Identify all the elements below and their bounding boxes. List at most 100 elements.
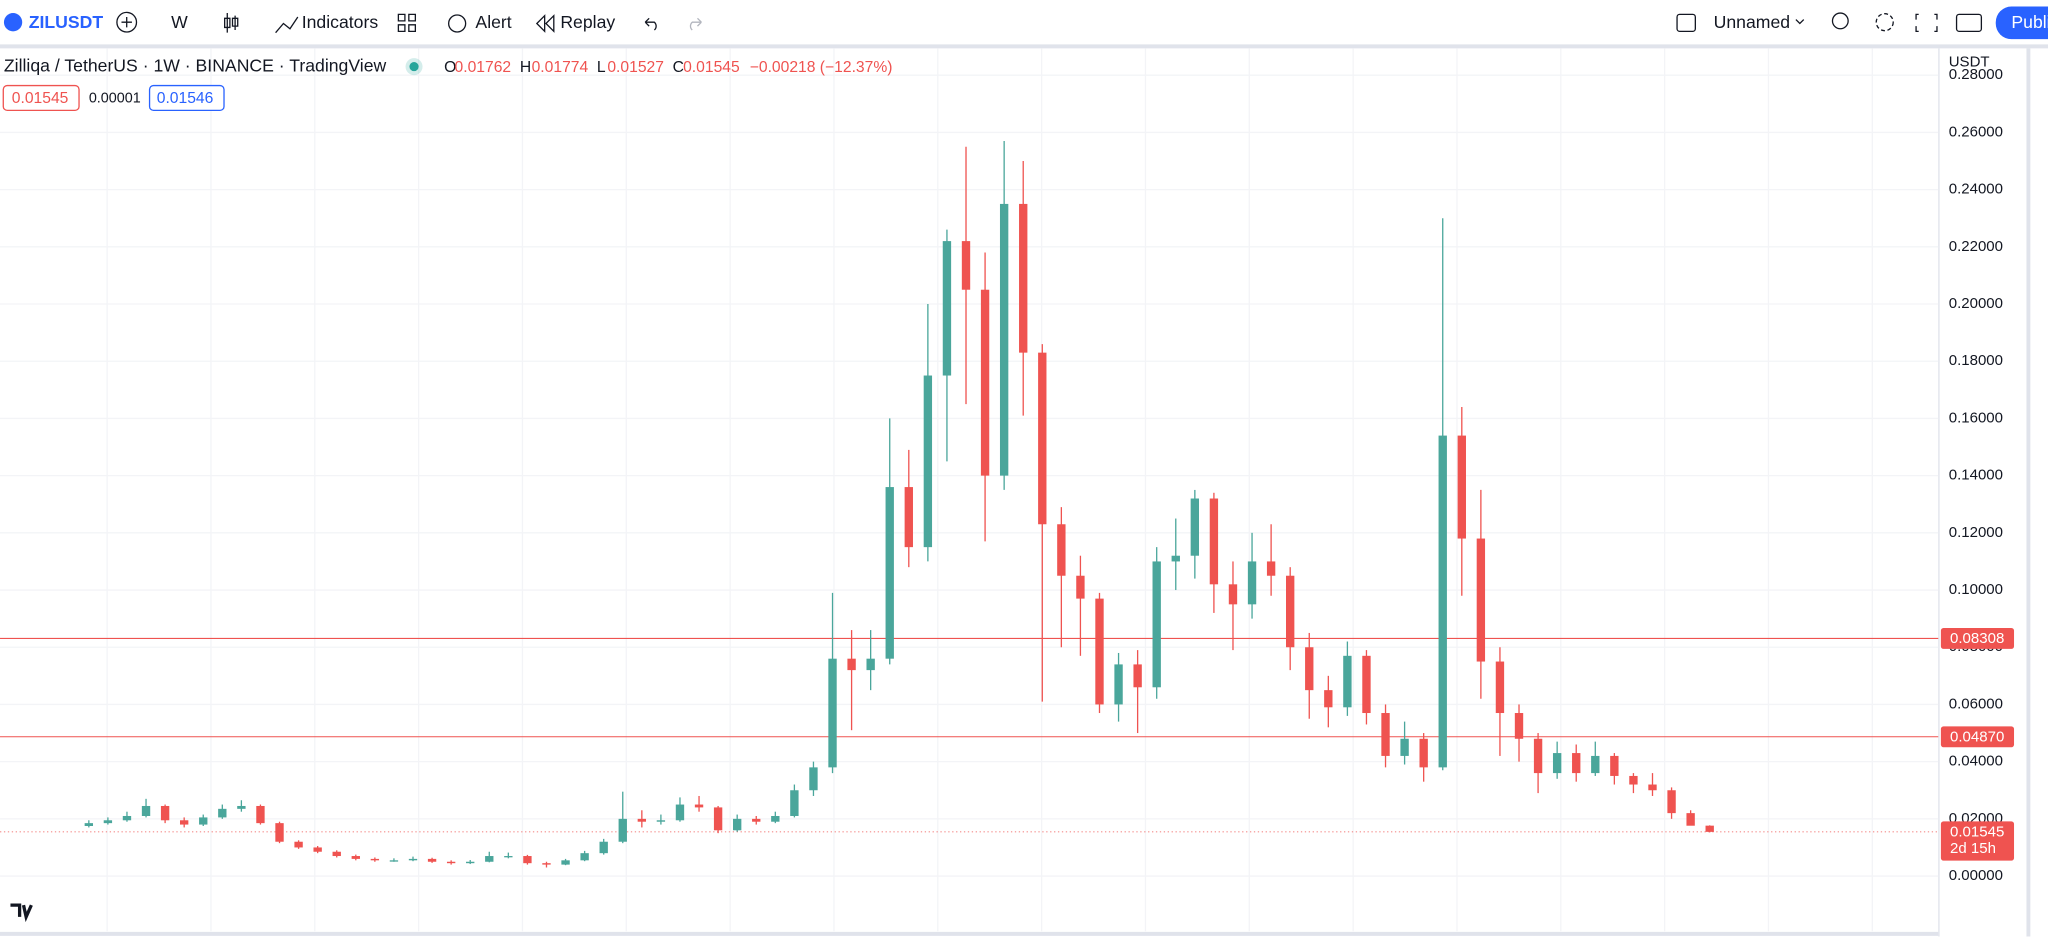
fullscreen[interactable] [1915, 13, 1938, 32]
alert-icon [448, 14, 467, 33]
candle-body [1552, 753, 1562, 774]
candle-body [237, 805, 246, 809]
y-tick-label: 0.12000 [1949, 524, 2003, 541]
price-label: 0.04870 [1950, 728, 2004, 745]
publish[interactable]: Publi [2011, 12, 2048, 32]
candle-body [561, 860, 570, 865]
candle-body [504, 856, 513, 858]
tv-logo[interactable] [10, 903, 33, 923]
l-value: 0.01527 [607, 59, 664, 76]
dropdown-arrow [1795, 19, 1805, 25]
ohlc-legend: O 0.01762 H 0.01774 L 0.01527 C 0.01545 … [444, 59, 892, 76]
candle-body [408, 858, 418, 861]
candle-body [866, 658, 875, 671]
toolbar [0, 0, 2048, 46]
candle-body [427, 858, 437, 862]
y-tick-label: 0.26000 [1949, 123, 2003, 140]
currency[interactable]: USDT [1949, 54, 1990, 71]
chart-type[interactable] [224, 13, 239, 33]
candle-body [923, 375, 933, 548]
candle-body [694, 804, 704, 808]
candle-body [732, 818, 742, 831]
candle-body [275, 823, 284, 842]
candle-body [1400, 738, 1409, 756]
candle-body [1247, 561, 1257, 605]
candle-body [122, 815, 132, 821]
y-tick-label: 0.24000 [1949, 181, 2003, 198]
indicators[interactable]: Indicators [302, 12, 379, 32]
alert[interactable]: Alert [475, 12, 511, 32]
candle-body [599, 841, 608, 854]
candle-body [1514, 713, 1524, 739]
bid[interactable]: 0.01545 [12, 90, 69, 107]
candle-body [160, 805, 170, 821]
search[interactable] [1831, 12, 1849, 30]
candle-body [1343, 655, 1352, 708]
symbol-icon [3, 13, 23, 32]
candle-body [313, 847, 322, 852]
candle-body [218, 808, 227, 818]
candle-body [1228, 584, 1238, 605]
layout-name[interactable]: Unnamed [1714, 12, 1790, 32]
interval[interactable]: W [171, 12, 188, 32]
candle-body [1438, 435, 1447, 768]
replay-icon [535, 14, 555, 33]
c-label: C [673, 59, 684, 76]
l-label: L [597, 59, 606, 76]
candle-body [523, 856, 532, 864]
y-tick-label: 0.22000 [1949, 238, 2003, 255]
layouts[interactable] [397, 13, 417, 32]
undo[interactable] [644, 17, 657, 31]
candle-body [103, 820, 113, 824]
o-value: 0.01762 [455, 59, 512, 76]
countdown: 2d 15h [1950, 840, 1996, 857]
candle-body [84, 823, 94, 826]
candle-body [294, 841, 303, 848]
last-price-label: 0.01545 [1950, 823, 2004, 840]
candle-body [1076, 575, 1085, 599]
candle-body [656, 820, 666, 822]
candle-body [1419, 738, 1428, 768]
h-label: H [520, 59, 531, 76]
candle-body [809, 767, 818, 791]
candle-body [1152, 561, 1161, 688]
candle-body [199, 817, 208, 825]
settings[interactable] [1875, 13, 1894, 32]
candle-body [752, 818, 761, 822]
publish-button[interactable] [1995, 6, 2048, 40]
ask[interactable]: 0.01546 [157, 90, 214, 107]
candle-body [466, 861, 475, 864]
candle-body [790, 790, 799, 816]
candle-body [980, 289, 990, 476]
indicators-icon [275, 16, 299, 34]
candle-body [1648, 784, 1657, 791]
y-tick-label: 0.00000 [1949, 867, 2003, 884]
symbol[interactable]: ZILUSDT [29, 12, 104, 32]
candle-body [1533, 738, 1543, 774]
candle-body [389, 860, 399, 862]
candle-body [904, 487, 913, 548]
screenshot[interactable] [1955, 13, 1983, 32]
candle-body [1019, 203, 1028, 353]
redo[interactable] [689, 17, 702, 31]
candle-body [179, 820, 189, 825]
candle-body [1591, 755, 1600, 774]
replay[interactable]: Replay [560, 12, 615, 32]
ask-box[interactable] [148, 84, 225, 112]
candle-body [1057, 524, 1066, 576]
candle-body [256, 805, 265, 824]
add-symbol[interactable] [116, 11, 138, 33]
candle-body [1305, 647, 1314, 691]
layout-checkbox[interactable] [1676, 13, 1696, 32]
price-label: 0.08308 [1950, 630, 2004, 647]
price-label-bg [1940, 726, 2015, 748]
candle-body [1286, 575, 1295, 648]
candle-body [1095, 598, 1104, 705]
candle-body [1266, 561, 1276, 576]
candle-body [942, 241, 952, 376]
candle-body [771, 815, 780, 822]
candle-body [847, 658, 856, 671]
candle-body [1610, 755, 1619, 776]
bid-box[interactable] [2, 84, 80, 112]
last-price-label-bg [1940, 821, 2015, 861]
